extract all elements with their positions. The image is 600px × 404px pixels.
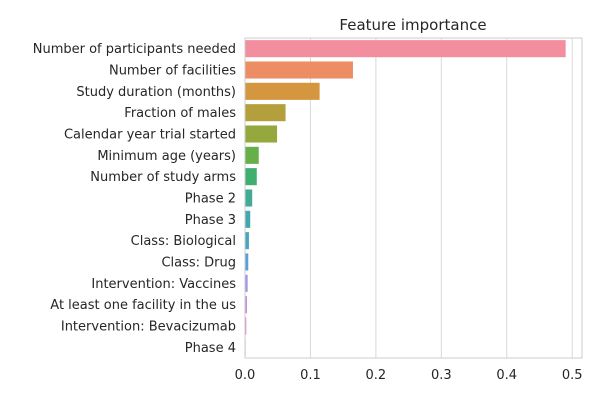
y-tick-label: Number of facilities: [109, 64, 236, 79]
y-tick-label: Phase 3: [185, 213, 236, 228]
bar: [245, 168, 257, 186]
plot-frame: [244, 37, 583, 359]
y-tick-label: Number of study arms: [90, 170, 236, 185]
y-tick-label: Number of participants needed: [33, 42, 236, 57]
bar: [245, 317, 247, 335]
x-tick-labels: 0.0 0.1 0.2 0.3 0.4 0.5: [235, 368, 583, 383]
y-tick-label: At least one facility in the us: [50, 298, 236, 313]
chart-title: Feature importance: [339, 16, 486, 34]
y-tick-label: Phase 4: [185, 341, 236, 356]
bar: [245, 296, 247, 314]
y-tick-label: Class: Drug: [161, 256, 236, 271]
bar: [245, 104, 286, 122]
bar: [245, 189, 253, 207]
bar: [245, 146, 259, 164]
y-tick-label: Calendar year trial started: [64, 128, 236, 143]
bar: [245, 232, 249, 250]
x-tick-label: 0.3: [431, 368, 452, 383]
x-tick-label: 0.2: [366, 368, 387, 383]
x-tick-label: 0.1: [300, 368, 321, 383]
y-tick-label: Phase 2: [185, 192, 236, 207]
bar: [245, 274, 248, 292]
y-tick-label: Intervention: Vaccines: [91, 277, 236, 292]
x-tick-label: 0.5: [562, 368, 583, 383]
y-tick-label: Minimum age (years): [97, 149, 236, 164]
bar: [245, 61, 353, 79]
bar: [245, 125, 278, 143]
y-tick-label: Fraction of males: [124, 106, 236, 121]
y-tick-label: Study duration (months): [76, 85, 236, 100]
bar: [245, 82, 320, 100]
bars: [245, 40, 566, 356]
bar: [245, 210, 251, 228]
y-tick-labels: Number of participants needed Number of f…: [33, 42, 236, 356]
y-tick-label: Class: Biological: [131, 234, 236, 249]
x-tick-label: 0.4: [496, 368, 517, 383]
x-tick-label: 0.0: [235, 368, 256, 383]
bar: [245, 40, 566, 58]
y-tick-label: Intervention: Bevacizumab: [61, 320, 236, 335]
bar: [245, 253, 249, 271]
